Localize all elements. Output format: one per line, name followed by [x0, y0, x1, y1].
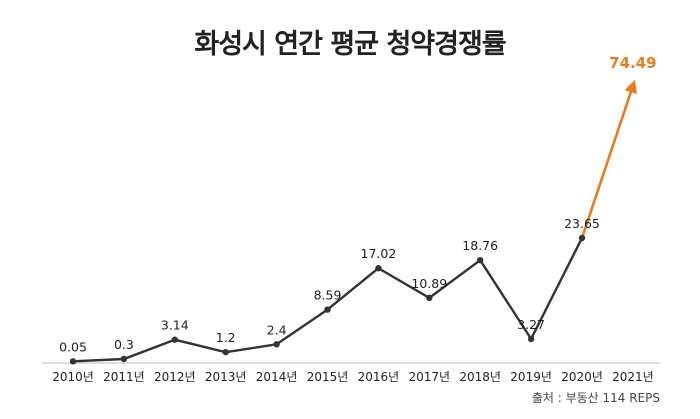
- x-tick-label-11: 2021년: [612, 370, 654, 384]
- data-point-3: [222, 348, 229, 356]
- data-label-2: 3.14: [161, 318, 189, 333]
- data-point-1: [120, 355, 128, 363]
- chart-title: 화성시 연간 평균 청약경쟁률: [194, 29, 506, 60]
- data-label-1: 0.3: [114, 337, 134, 352]
- x-tick-label-4: 2014년: [256, 370, 298, 384]
- data-label-6: 17.02: [361, 246, 397, 261]
- data-point-4: [273, 341, 280, 348]
- x-tick-label-3: 2013년: [205, 370, 247, 384]
- data-point-8: [477, 256, 484, 264]
- data-label-9: 3.27: [517, 317, 545, 332]
- x-tick-label-5: 2015년: [307, 370, 349, 384]
- data-label-4: 2.4: [267, 322, 287, 337]
- data-point-9: [527, 335, 535, 343]
- data-label-0: 0.05: [59, 339, 87, 354]
- x-tick-label-6: 2016년: [358, 370, 400, 384]
- data-label-7: 10.89: [411, 276, 447, 291]
- x-tick-label-2: 2012년: [154, 370, 196, 384]
- source-note: 출처 : 부동산 114 REPS: [531, 391, 660, 405]
- x-tick-label-1: 2011년: [103, 370, 145, 384]
- data-point-2: [171, 336, 178, 343]
- data-label-11: 74.49: [609, 54, 656, 72]
- data-label-8: 18.76: [462, 238, 498, 253]
- data-label-5: 8.59: [314, 288, 342, 303]
- data-label-10: 23.65: [564, 216, 600, 231]
- x-tick-label-7: 2017년: [409, 370, 451, 384]
- data-point-10: [578, 234, 586, 242]
- data-point-6: [375, 265, 382, 272]
- x-tick-label-9: 2019년: [510, 370, 552, 384]
- data-label-3: 1.2: [216, 330, 236, 345]
- data-point-0: [69, 358, 77, 365]
- highlight-arrow-line: [580, 79, 637, 239]
- data-point-5: [324, 306, 331, 313]
- data-point-7: [426, 294, 433, 302]
- x-tick-label-8: 2018년: [459, 370, 501, 384]
- x-tick-label-0: 2010년: [52, 370, 94, 384]
- x-tick-label-10: 2020년: [561, 370, 603, 384]
